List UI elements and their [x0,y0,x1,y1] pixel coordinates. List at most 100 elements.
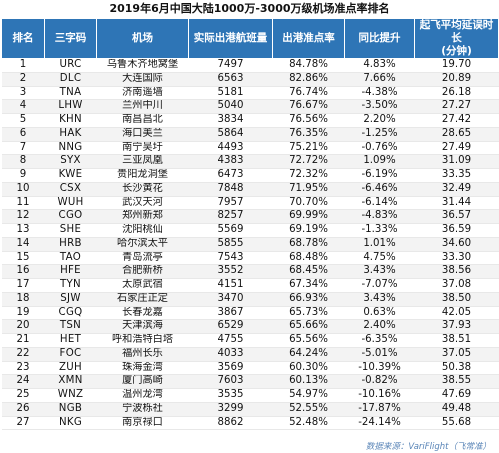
header-delay-unit: (分钟) [441,45,472,57]
table-row: 25 WNZ 温州龙湾 3535 54.97% -10.16% 47.69 [1,388,499,403]
table-row: 21 HET 呼和浩特白塔 4755 65.56% -6.35% 38.51 [1,333,499,348]
cell-throughput: 6563 [188,72,273,87]
cell-yoy: 0.63% [344,306,415,321]
cell-code: URC [44,58,97,73]
cell-ontime: 67.34% [272,278,345,293]
cell-airport: 哈尔滨太平 [96,237,189,252]
cell-airport: 南宁吴圩 [96,141,189,156]
cell-rank: 20 [1,319,45,334]
cell-code: FOC [44,347,97,362]
cell-rank: 9 [1,168,45,183]
table-row: 12 CGO 郑州新郑 8257 69.99% -4.83% 36.57 [1,209,499,224]
cell-code: WNZ [44,388,97,403]
table-row: 7 NNG 南宁吴圩 4493 75.21% -0.76% 27.49 [1,141,499,156]
cell-rank: 25 [1,388,45,403]
header-ontime: 出港准点率 [272,18,345,59]
table-row: 17 TYN 太原武宿 4151 67.34% -7.07% 37.08 [1,278,499,293]
cell-ontime: 69.99% [272,209,345,224]
cell-ontime: 76.56% [272,113,345,128]
cell-airport: 石家庄正定 [96,292,189,307]
header-rank: 排名 [1,18,45,59]
cell-airport: 南昌昌北 [96,113,189,128]
cell-rank: 15 [1,251,45,266]
cell-rank: 22 [1,347,45,362]
cell-throughput: 3535 [188,388,273,403]
cell-delay: 55.68 [414,416,499,431]
cell-delay: 33.30 [414,251,499,266]
table-row: 8 SYX 三亚凤凰 4383 72.72% 1.09% 31.09 [1,154,499,169]
cell-airport: 三亚凤凰 [96,154,189,169]
cell-rank: 27 [1,416,45,431]
cell-throughput: 4151 [188,278,273,293]
cell-throughput: 4493 [188,141,273,156]
cell-rank: 26 [1,402,45,417]
cell-delay: 37.08 [414,278,499,293]
cell-yoy: -4.83% [344,209,415,224]
cell-throughput: 5569 [188,223,273,238]
cell-airport: 宁波栎社 [96,402,189,417]
header-code: 三字码 [44,18,97,59]
cell-ontime: 84.78% [272,58,345,73]
cell-yoy: 3.43% [344,292,415,307]
cell-yoy: -5.01% [344,347,415,362]
cell-ontime: 76.35% [272,127,345,142]
table-row: 13 SHE 沈阳桃仙 5569 69.19% -1.33% 36.59 [1,223,499,238]
cell-yoy: -10.16% [344,388,415,403]
cell-rank: 23 [1,361,45,376]
table-row: 15 TAO 青岛流亭 7543 68.48% 4.75% 33.30 [1,251,499,266]
cell-code: HFE [44,264,97,279]
cell-ontime: 76.67% [272,99,345,114]
cell-throughput: 3470 [188,292,273,307]
cell-airport: 青岛流亭 [96,251,189,266]
table-row: 24 XMN 厦门高崎 7603 60.13% -0.82% 38.55 [1,374,499,389]
cell-yoy: -4.38% [344,86,415,101]
cell-ontime: 54.97% [272,388,345,403]
table-row: 2 DLC 大连国际 6563 82.86% 7.66% 20.89 [1,72,499,87]
cell-yoy: 3.43% [344,264,415,279]
cell-rank: 21 [1,333,45,348]
cell-ontime: 75.21% [272,141,345,156]
cell-throughput: 3299 [188,402,273,417]
cell-rank: 19 [1,306,45,321]
cell-yoy: -1.33% [344,223,415,238]
cell-delay: 33.35 [414,168,499,183]
table-row: 4 LHW 兰州中川 5040 76.67% -3.50% 27.27 [1,99,499,114]
cell-airport: 温州龙湾 [96,388,189,403]
table-row: 23 ZUH 珠海金湾 3569 60.30% -10.39% 50.38 [1,361,499,376]
header-throughput: 实际出港航班量 [188,18,273,59]
table-row: 22 FOC 福州长乐 4033 64.24% -5.01% 37.05 [1,347,499,362]
cell-airport: 合肥新桥 [96,264,189,279]
cell-code: TYN [44,278,97,293]
cell-ontime: 76.74% [272,86,345,101]
cell-code: KHN [44,113,97,128]
cell-airport: 贵阳龙洞堡 [96,168,189,183]
cell-delay: 42.05 [414,306,499,321]
table-title: 2019年6月中国大陆1000万-3000万级机场准点率排名 [109,2,390,15]
cell-yoy: -1.25% [344,127,415,142]
cell-delay: 36.57 [414,209,499,224]
cell-yoy: -6.19% [344,168,415,183]
cell-code: HAK [44,127,97,142]
cell-rank: 13 [1,223,45,238]
cell-rank: 16 [1,264,45,279]
cell-ontime: 82.86% [272,72,345,87]
cell-yoy: -10.39% [344,361,415,376]
cell-yoy: 2.40% [344,319,415,334]
cell-rank: 1 [1,58,45,73]
cell-delay: 36.59 [414,223,499,238]
cell-throughput: 7957 [188,196,273,211]
cell-delay: 49.48 [414,402,499,417]
cell-rank: 10 [1,182,45,197]
cell-yoy: -6.14% [344,196,415,211]
cell-delay: 28.65 [414,127,499,142]
cell-rank: 18 [1,292,45,307]
cell-yoy: -0.76% [344,141,415,156]
table-row: 26 NGB 宁波栎社 3299 52.55% -17.87% 49.48 [1,402,499,417]
cell-throughput: 4755 [188,333,273,348]
cell-yoy: 4.75% [344,251,415,266]
table-row: 27 NKG 南京禄口 8862 52.48% -24.14% 55.68 [1,416,499,431]
cell-airport: 厦门高崎 [96,374,189,389]
cell-code: CGQ [44,306,97,321]
cell-code: CSX [44,182,97,197]
cell-throughput: 5181 [188,86,273,101]
